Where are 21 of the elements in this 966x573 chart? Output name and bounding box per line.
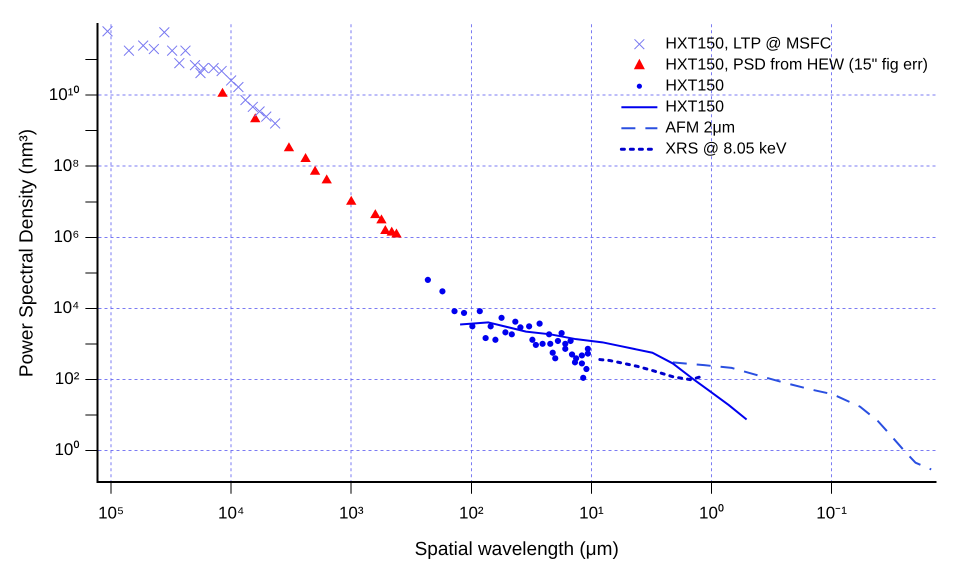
legend-label: HXT150, PSD from HEW (15" fig err) <box>665 56 928 74</box>
legend-label: HXT150 <box>665 98 724 116</box>
y-tick-label: 10⁴ <box>53 298 80 317</box>
y-tick-label: 10⁰ <box>54 440 80 460</box>
y-axis-title: Power Spectral Density (nm³) <box>16 128 38 378</box>
x-tick-label: 10⁻¹ <box>816 504 848 523</box>
x-tick-label: 10³ <box>338 504 364 523</box>
x-axis-title: Spatial wavelength (μm) <box>414 538 619 560</box>
y-tick-label: 10⁶ <box>53 226 80 246</box>
x-tick-label: 10² <box>459 504 484 523</box>
y-tick-label: 10¹⁰ <box>48 84 80 104</box>
legend-label: HXT150 <box>665 78 724 95</box>
y-tick-label: 10⁸ <box>53 156 80 175</box>
x-tick-label: 10⁵ <box>98 504 124 523</box>
legend-label: XRS @ 8.05 keV <box>665 140 787 158</box>
y-tick-label: 10² <box>54 369 80 388</box>
x-tick-label: 10⁰ <box>699 504 724 523</box>
legend-label: HXT150, LTP @ MSFC <box>665 36 832 53</box>
legend-label: AFM 2μm <box>665 120 736 137</box>
x-tick-label: 10¹ <box>579 504 604 523</box>
x-tick-label: 10⁴ <box>218 504 244 523</box>
